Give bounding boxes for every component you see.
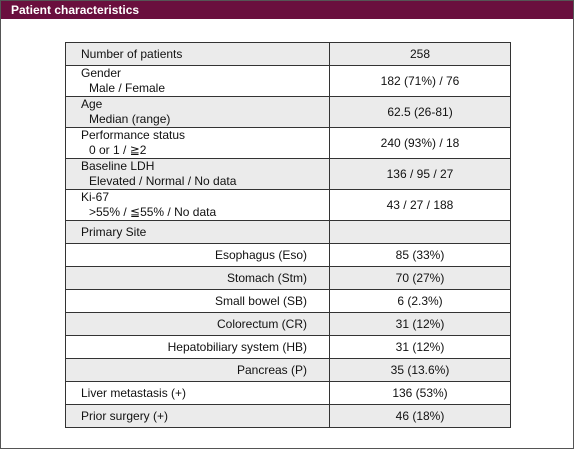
value-cell: 6 (2.3%) xyxy=(329,289,511,313)
row-value: 46 (18%) xyxy=(395,408,445,423)
row-value: 31 (12%) xyxy=(395,316,445,331)
label-cell: Gender Male / Female xyxy=(65,65,330,97)
row-value: 85 (33%) xyxy=(395,247,445,262)
row-value: 43 / 27 / 188 xyxy=(386,197,454,212)
row-label: Gender xyxy=(81,66,122,80)
label-cell: Prior surgery (+) xyxy=(65,404,330,428)
row-label: Prior surgery (+) xyxy=(81,408,169,423)
row-label: Baseline LDH xyxy=(81,159,155,173)
value-cell: 35 (13.6%) xyxy=(329,358,511,382)
value-cell: 31 (12%) xyxy=(329,335,511,359)
site-label: Colorectum (CR) xyxy=(216,316,307,331)
row-sublabel: Elevated / Normal / No data xyxy=(89,174,237,188)
value-cell: 46 (18%) xyxy=(329,404,511,428)
table-row: Small bowel (SB) 6 (2.3%) xyxy=(65,289,511,313)
table-row: Pancreas (P) 35 (13.6%) xyxy=(65,358,511,382)
row-value: 31 (12%) xyxy=(395,339,445,354)
site-label: Esophagus (Eso) xyxy=(214,247,307,262)
value-cell: 85 (33%) xyxy=(329,243,511,267)
value-cell: 136 (53%) xyxy=(329,381,511,405)
table-row: Ki-67 >55% / ≦55% / No data 43 / 27 / 188 xyxy=(65,189,511,221)
row-label: Number of patients xyxy=(81,46,183,61)
value-cell: 182 (71%) / 76 xyxy=(329,65,511,97)
row-value: 6 (2.3%) xyxy=(397,293,443,308)
header-title: Patient characteristics xyxy=(1,1,573,19)
value-cell: 136 / 95 / 27 xyxy=(329,158,511,190)
row-sublabel: Median (range) xyxy=(89,112,171,126)
row-label: Primary Site xyxy=(81,224,147,239)
row-label: Performance status xyxy=(81,128,186,142)
row-value: 136 / 95 / 27 xyxy=(386,166,454,181)
label-cell: Liver metastasis (+) xyxy=(65,381,330,405)
label-cell: Performance status 0 or 1 / ≧2 xyxy=(65,127,330,159)
site-label: Hepatobiliary system (HB) xyxy=(167,339,307,354)
label-cell: Small bowel (SB) xyxy=(65,289,330,313)
label-cell: Esophagus (Eso) xyxy=(65,243,330,267)
label-cell: Age Median (range) xyxy=(65,96,330,128)
table: Number of patients 258 Gender Male / Female… xyxy=(65,42,511,428)
row-value: 62.5 (26-81) xyxy=(387,104,453,119)
row-value: 70 (27%) xyxy=(395,270,445,285)
row-sublabel: >55% / ≦55% / No data xyxy=(89,205,217,219)
site-label: Stomach (Stm) xyxy=(226,270,307,285)
label-cell: Pancreas (P) xyxy=(65,358,330,382)
label-cell: Primary Site xyxy=(65,220,330,244)
table-row: Gender Male / Female 182 (71%) / 76 xyxy=(65,65,511,97)
table-row: Liver metastasis (+) 136 (53%) xyxy=(65,381,511,405)
row-sublabel: 0 or 1 / ≧2 xyxy=(89,143,147,157)
table-row: Performance status 0 or 1 / ≧2 240 (93%) /… xyxy=(65,127,511,159)
value-cell: 240 (93%) / 18 xyxy=(329,127,511,159)
site-label: Pancreas (P) xyxy=(236,362,307,377)
label-cell: Colorectum (CR) xyxy=(65,312,330,336)
value-cell: 70 (27%) xyxy=(329,266,511,290)
value-cell: 258 xyxy=(329,42,511,66)
table-row: Primary Site xyxy=(65,220,511,244)
table-row: Number of patients 258 xyxy=(65,42,511,66)
label-cell: Ki-67 >55% / ≦55% / No data xyxy=(65,189,330,221)
row-sublabel: Male / Female xyxy=(89,81,166,95)
row-label: Liver metastasis (+) xyxy=(81,385,187,400)
table-row: Age Median (range) 62.5 (26-81) xyxy=(65,96,511,128)
row-value: 136 (53%) xyxy=(392,385,448,400)
row-value: 35 (13.6%) xyxy=(390,362,450,377)
label-cell: Number of patients xyxy=(65,42,330,66)
row-value: 258 xyxy=(409,46,431,61)
label-cell: Baseline LDH Elevated / Normal / No data xyxy=(65,158,330,190)
label-cell: Stomach (Stm) xyxy=(65,266,330,290)
row-value: 240 (93%) / 18 xyxy=(380,135,460,150)
value-cell: 43 / 27 / 188 xyxy=(329,189,511,221)
value-cell xyxy=(329,220,511,244)
value-cell: 31 (12%) xyxy=(329,312,511,336)
table-row: Stomach (Stm) 70 (27%) xyxy=(65,266,511,290)
row-value: 182 (71%) / 76 xyxy=(380,73,460,88)
row-label: Age xyxy=(81,97,103,111)
table-row: Hepatobiliary system (HB) 31 (12%) xyxy=(65,335,511,359)
value-cell: 62.5 (26-81) xyxy=(329,96,511,128)
site-label: Small bowel (SB) xyxy=(214,293,307,308)
table-row: Prior surgery (+) 46 (18%) xyxy=(65,404,511,428)
row-label: Ki-67 xyxy=(81,190,110,204)
table-row: Esophagus (Eso) 85 (33%) xyxy=(65,243,511,267)
table-row: Colorectum (CR) 31 (12%) xyxy=(65,312,511,336)
label-cell: Hepatobiliary system (HB) xyxy=(65,335,330,359)
table-row: Baseline LDH Elevated / Normal / No data 1… xyxy=(65,158,511,190)
